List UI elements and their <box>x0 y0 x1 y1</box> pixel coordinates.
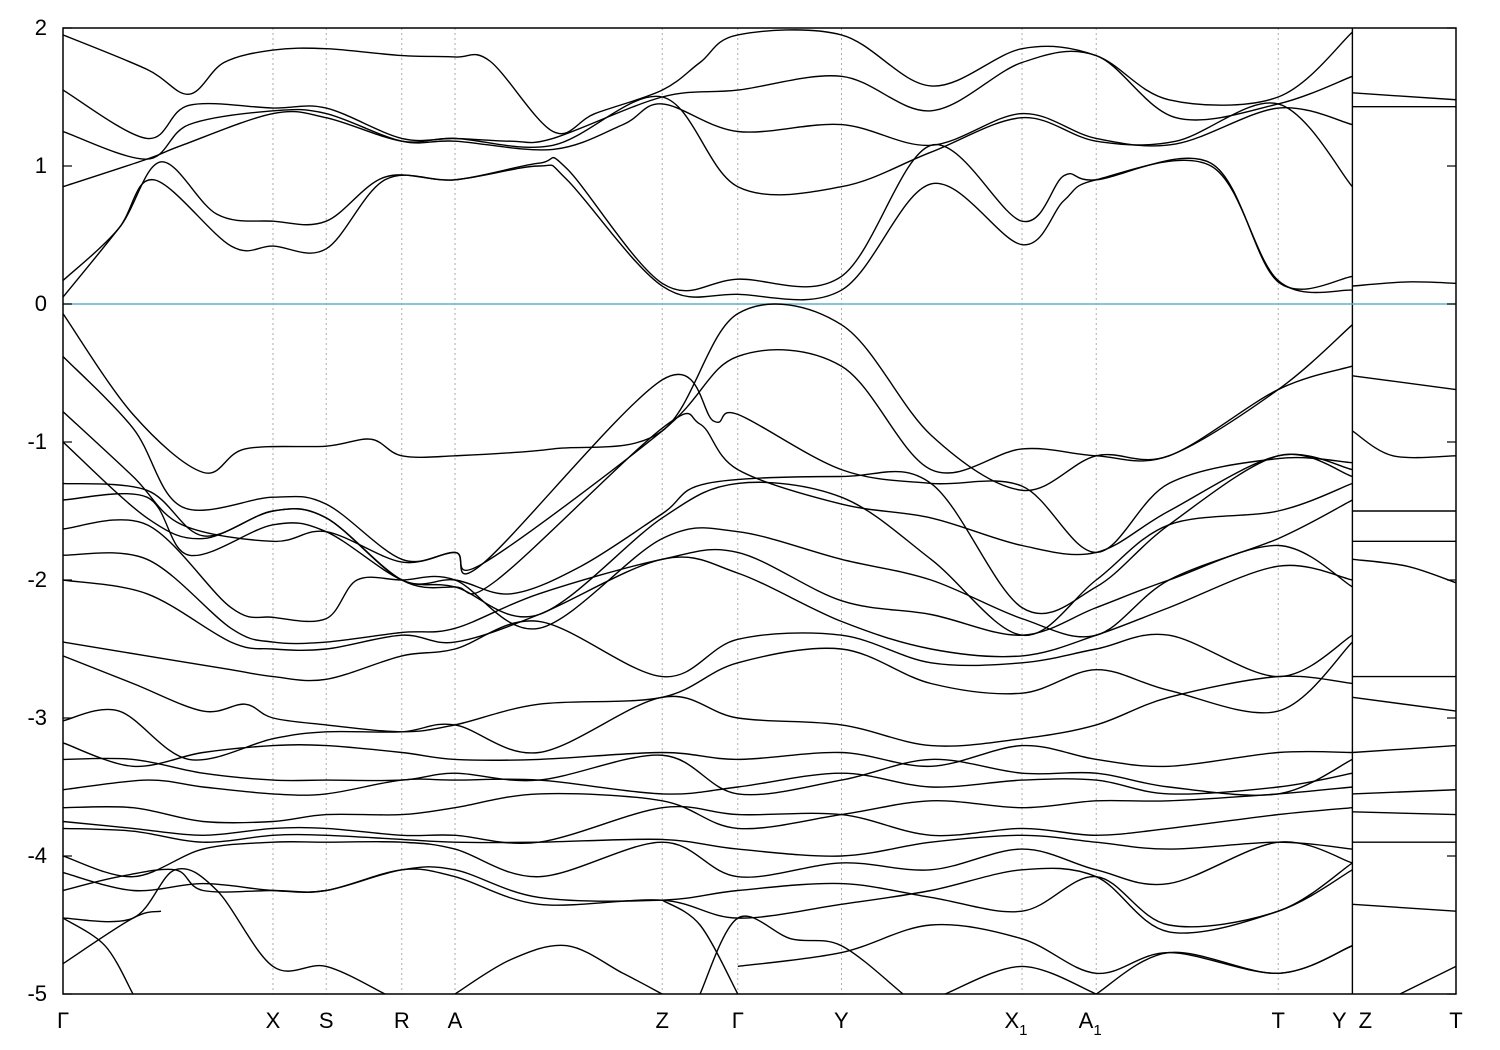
band-line <box>1352 903 1456 912</box>
band-line <box>1352 430 1456 459</box>
band-line <box>63 840 1353 886</box>
band-line <box>63 772 1353 796</box>
band-line <box>63 453 1353 615</box>
band-line <box>737 923 1353 975</box>
x-tick-label: Z <box>655 1008 668 1033</box>
band-line <box>63 917 134 994</box>
x-axis: Γ X S R A Z Γ Y X1 A1 T Y Z T <box>57 1008 1463 1039</box>
band-line <box>63 303 1353 492</box>
band-line <box>63 754 1353 796</box>
band-line <box>63 620 1353 682</box>
band-line <box>63 481 1353 636</box>
x-tick-label: Y <box>834 1008 849 1033</box>
band-line <box>63 373 1353 575</box>
band-line <box>63 103 1353 160</box>
plot-frame <box>62 27 1457 995</box>
x-tick-label: A1 <box>1079 1008 1102 1039</box>
band-line <box>63 675 1353 761</box>
band-line <box>1352 696 1456 712</box>
y-tick-label: 0 <box>35 291 47 316</box>
band-line <box>63 910 162 965</box>
band-line <box>1352 375 1456 391</box>
band-line <box>1352 811 1456 816</box>
x-tick-label: X1 <box>1004 1008 1027 1039</box>
band-line <box>699 915 904 994</box>
x-tick-label: S <box>319 1008 334 1033</box>
y-tick-label: -4 <box>27 843 47 868</box>
band-line <box>63 95 1353 196</box>
x-tick-label: A <box>448 1008 463 1033</box>
band-line <box>63 544 1353 645</box>
band-line <box>1352 92 1456 101</box>
x-tick-label: Z <box>1359 1008 1372 1033</box>
band-line <box>944 965 1097 994</box>
band-line <box>63 144 1353 292</box>
y-tick-label: -5 <box>27 981 47 1006</box>
band-line <box>63 412 1353 595</box>
x-tick-label: X <box>266 1008 281 1033</box>
y-tick-label: -2 <box>27 567 47 592</box>
y-tick-label: 2 <box>35 15 47 40</box>
x-tick-label: Y <box>1332 1008 1347 1033</box>
band-line <box>63 805 1353 845</box>
band-line <box>63 786 1353 830</box>
y-axis: -5 -4 -3 -2 -1 0 1 2 <box>27 15 1456 1006</box>
grid-lines <box>272 28 1354 994</box>
band-line <box>1352 281 1456 287</box>
band-line <box>1095 945 1353 994</box>
band-lines <box>63 29 1456 994</box>
band-line <box>63 159 1353 301</box>
band-line <box>1352 558 1456 584</box>
band-line <box>1352 789 1456 795</box>
band-line <box>63 349 1353 571</box>
y-tick-label: 1 <box>35 153 47 178</box>
y-tick-label: -1 <box>27 429 47 454</box>
x-tick-label: T <box>1271 1008 1284 1033</box>
band-line <box>454 944 663 994</box>
band-line <box>1399 965 1456 994</box>
band-line <box>63 862 1353 928</box>
x-tick-label: Γ <box>732 1008 744 1033</box>
band-line <box>63 742 1353 768</box>
band-line <box>63 499 1353 638</box>
band-line <box>63 827 1353 857</box>
x-tick-label: Γ <box>57 1008 69 1033</box>
y-tick-label: -3 <box>27 705 47 730</box>
band-line <box>1352 744 1456 754</box>
x-tick-label: T <box>1449 1008 1462 1033</box>
x-tick-label: R <box>394 1008 410 1033</box>
band-line <box>661 899 739 994</box>
band-line <box>63 867 1353 934</box>
band-line <box>63 556 1353 658</box>
